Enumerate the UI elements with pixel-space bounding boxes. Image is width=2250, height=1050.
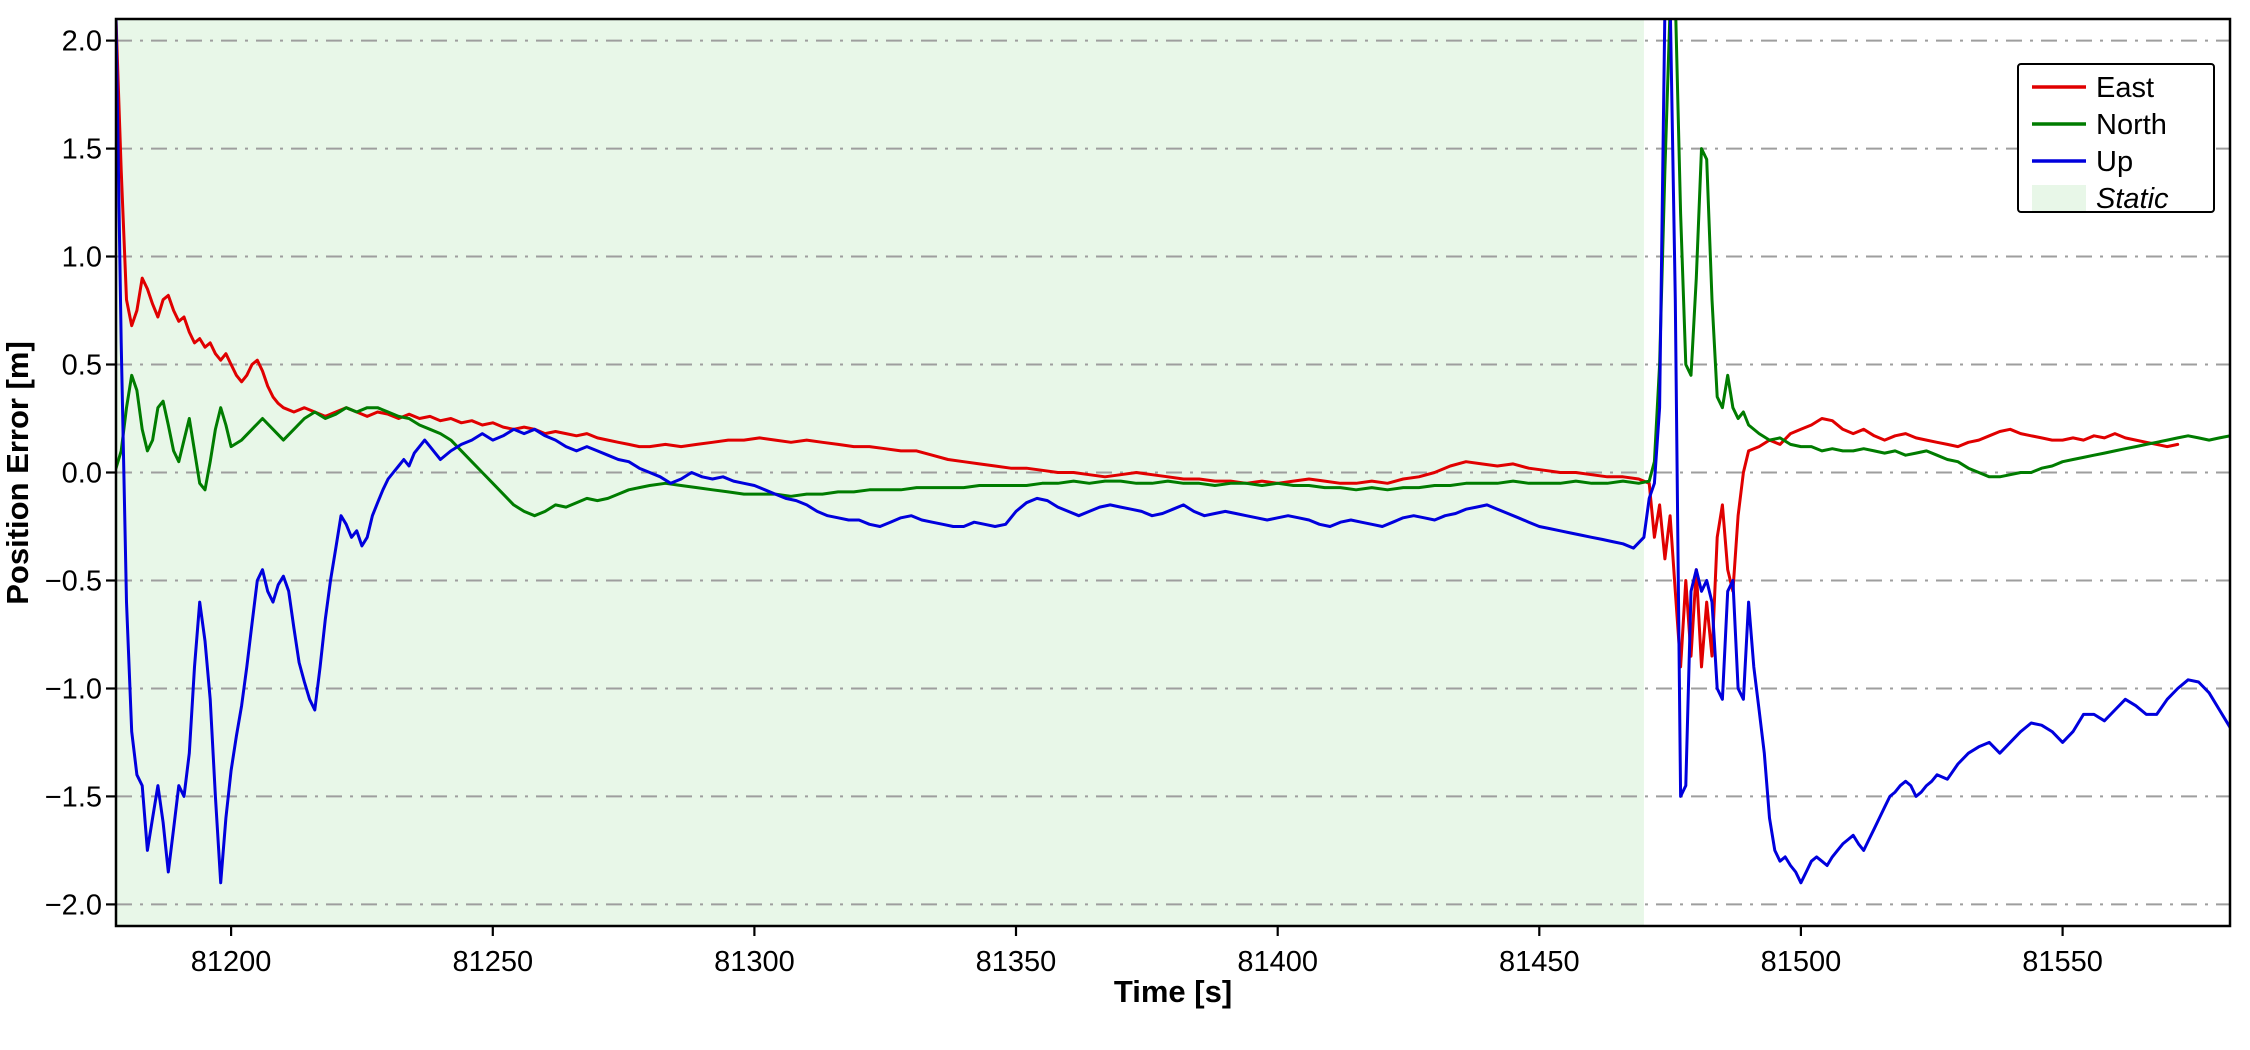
x-tick-label: 81350 bbox=[976, 946, 1057, 978]
x-tick-label: 81450 bbox=[1499, 946, 1580, 978]
y-tick-label: 2.0 bbox=[62, 26, 102, 58]
y-tick-label: −1.0 bbox=[45, 674, 102, 706]
series-line-up bbox=[116, 19, 2230, 885]
y-tick-label: 1.0 bbox=[62, 242, 102, 274]
y-tick-label: 0.0 bbox=[62, 458, 102, 490]
legend-static-patch bbox=[2032, 185, 2086, 211]
legend-frame bbox=[2017, 63, 2215, 213]
x-tick-label: 81200 bbox=[191, 946, 272, 978]
x-tick-label: 81550 bbox=[2022, 946, 2103, 978]
legend-up-label: Up bbox=[2096, 146, 2133, 178]
legend-east-label: East bbox=[2096, 72, 2154, 104]
x-tick-label: 81300 bbox=[714, 946, 795, 978]
y-tick-label: 1.5 bbox=[62, 134, 102, 166]
x-axis-label: Time [s] bbox=[1114, 974, 1232, 1009]
series-group bbox=[116, 19, 2230, 885]
x-tick-label: 81500 bbox=[1761, 946, 1842, 978]
y-tick-label: 0.5 bbox=[62, 350, 102, 382]
y-tick-label: −2.0 bbox=[45, 889, 102, 921]
x-tick-label: 81400 bbox=[1237, 946, 1318, 978]
legend: East North Up Static bbox=[2017, 63, 2215, 215]
series-line-north bbox=[116, 19, 2230, 518]
legend-north-label: North bbox=[2096, 109, 2167, 141]
series-line-east bbox=[116, 19, 2180, 669]
legend-static-label: Static bbox=[2096, 183, 2169, 215]
plot-area: 81200 81250 81300 81350 81400 81450 81500 81550… bbox=[45, 17, 2232, 978]
y-tick-label: −1.5 bbox=[45, 781, 102, 813]
x-tick-label: 81250 bbox=[452, 946, 533, 978]
y-axis-label: Position Error [m] bbox=[0, 341, 35, 605]
y-tick-label: −0.5 bbox=[45, 566, 102, 598]
